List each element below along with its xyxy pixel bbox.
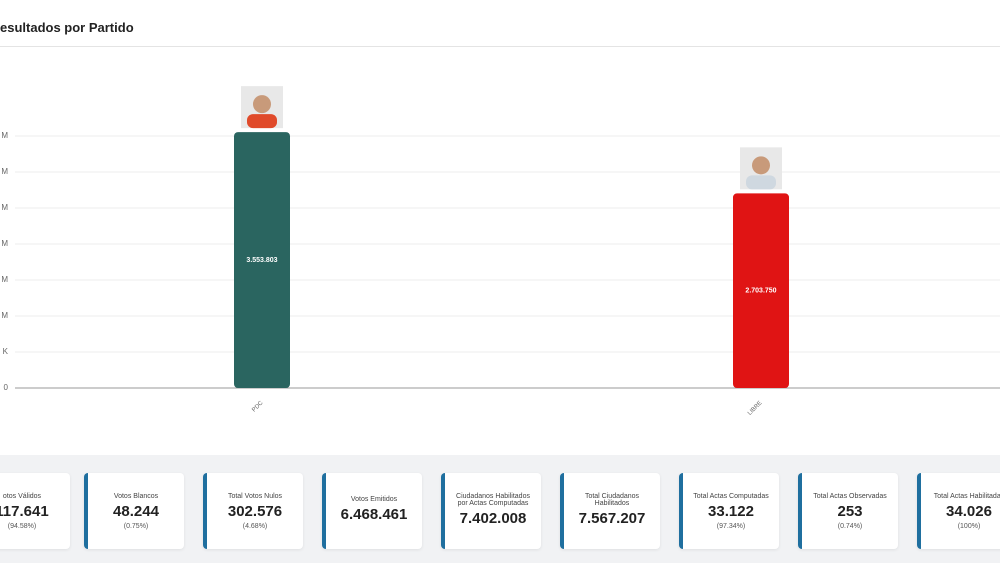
bar-value-label: 2.703.750 bbox=[745, 288, 776, 295]
card-label: Total Actas Computadas bbox=[693, 492, 769, 500]
y-tick-label: M bbox=[1, 239, 8, 248]
card-value: 34.026 bbox=[946, 502, 992, 520]
stat-card: Total Votos Nulos 302.576 (4.68%) bbox=[203, 473, 303, 549]
card-value: 7.402.008 bbox=[459, 509, 527, 527]
y-tick-label: M bbox=[1, 167, 8, 176]
card-label: Total Actas Habilitadas bbox=[933, 492, 1000, 500]
card-percent: (97.34%) bbox=[716, 522, 746, 530]
chart-title: esultados por Partido bbox=[0, 20, 134, 35]
y-tick-label: K bbox=[3, 347, 9, 356]
x-tick-label: PDC bbox=[251, 400, 265, 414]
stat-card: Ciudadanos Habilitados por Actas Computa… bbox=[441, 473, 541, 549]
card-percent: (94.58%) bbox=[7, 522, 37, 530]
card-label: Votos Emitidos bbox=[350, 496, 398, 503]
photo-body bbox=[247, 114, 277, 129]
card-value: 117.641 bbox=[0, 502, 49, 520]
photo-body bbox=[746, 175, 776, 190]
card-value: 48.244 bbox=[113, 502, 159, 520]
card-percent: (0.74%) bbox=[837, 522, 863, 530]
bar bbox=[733, 193, 789, 388]
card-percent: (0.75%) bbox=[123, 522, 149, 530]
card-label: otos Válidos bbox=[2, 492, 42, 500]
chart-panel: esultados por Partido bbox=[0, 0, 1000, 455]
card-value: 6.468.461 bbox=[340, 506, 408, 523]
y-tick-label: M bbox=[1, 311, 8, 320]
card-value: 302.576 bbox=[227, 502, 283, 520]
stat-card: Total Actas Observadas 253 (0.74%) bbox=[798, 473, 898, 549]
candidate-photo bbox=[241, 86, 283, 129]
stat-card: Total Actas Habilitadas 34.026 (100%) bbox=[917, 473, 1000, 549]
card-value: 33.122 bbox=[708, 502, 754, 520]
card-label: Total Ciudadanos Habilitados bbox=[584, 492, 640, 507]
card-label: Total Votos Nulos bbox=[227, 492, 283, 500]
photo-head bbox=[253, 95, 271, 114]
card-percent: (100%) bbox=[957, 522, 981, 530]
y-tick-label: M bbox=[1, 203, 8, 212]
card-percent: (4.68%) bbox=[242, 522, 268, 530]
card-label: Total Actas Observadas bbox=[813, 492, 887, 500]
bar-value-label: 3.553.803 bbox=[246, 257, 277, 264]
stat-card: Total Actas Computadas 33.122 (97.34%) bbox=[679, 473, 779, 549]
x-tick-label: LIBRE bbox=[747, 400, 764, 417]
y-tick-label: 0 bbox=[4, 383, 9, 392]
stat-card: otos Válidos 117.641 (94.58%) bbox=[0, 473, 70, 549]
photo-head bbox=[752, 156, 770, 175]
card-value: 253 bbox=[837, 502, 863, 520]
stat-card: Total Ciudadanos Habilitados 7.567.207 bbox=[560, 473, 660, 549]
bar bbox=[234, 132, 290, 388]
card-value: 7.567.207 bbox=[578, 509, 646, 527]
chart: 0 K M M M M M M PDC 3.553.803 LIBRE 2.703.750 bbox=[1, 86, 1000, 417]
card-label: Ciudadanos Habilitados por Actas Computa… bbox=[456, 492, 530, 507]
y-tick-label: M bbox=[1, 131, 8, 140]
divider bbox=[0, 46, 1000, 47]
y-tick-label: M bbox=[1, 275, 8, 284]
stat-card: Votos Blancos 48.244 (0.75%) bbox=[84, 473, 184, 549]
stat-card: Votos Emitidos 6.468.461 bbox=[322, 473, 422, 549]
card-label: Votos Blancos bbox=[113, 492, 159, 500]
candidate-photo bbox=[740, 147, 782, 190]
